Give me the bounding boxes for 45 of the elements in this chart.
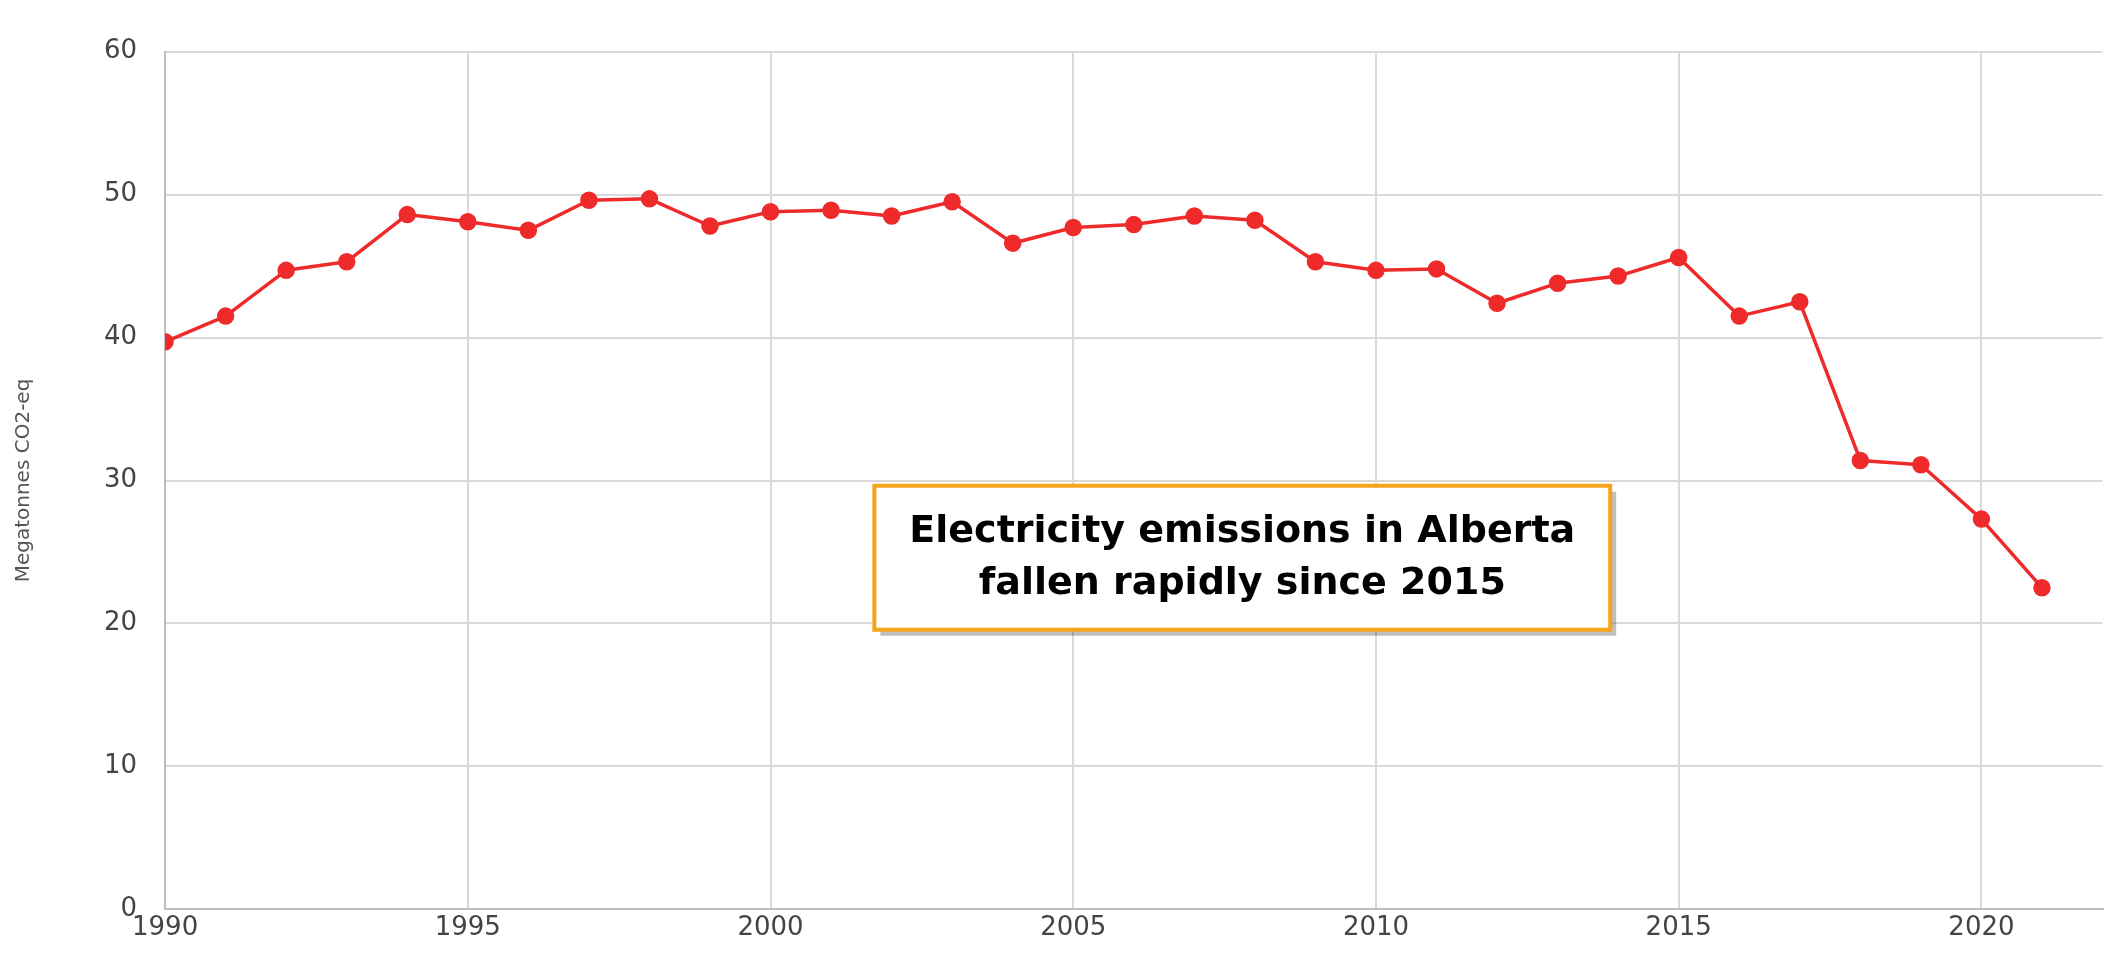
y-tick-label: 40 xyxy=(103,320,138,351)
x-tick-label: 2020 xyxy=(1948,910,2015,941)
point xyxy=(216,307,235,325)
y-tick-label: 30 xyxy=(103,463,138,494)
point xyxy=(1367,261,1385,280)
x-tick-label: 2000 xyxy=(737,910,804,941)
y-tick-label: 10 xyxy=(103,749,138,780)
point xyxy=(822,201,840,220)
point xyxy=(1669,248,1688,267)
point xyxy=(1185,207,1204,225)
y-tick-label: 20 xyxy=(103,606,138,637)
point xyxy=(701,217,719,235)
y-tick-label: 60 xyxy=(103,34,138,65)
point xyxy=(1488,294,1506,312)
point xyxy=(1003,234,1022,252)
point xyxy=(2033,578,2051,597)
x-tick-label: 2015 xyxy=(1645,910,1712,941)
point xyxy=(398,205,417,224)
x-tick-label: 2010 xyxy=(1342,910,1410,941)
point xyxy=(519,221,538,240)
y-tick-label: 50 xyxy=(103,177,138,208)
point xyxy=(1972,510,1991,528)
point xyxy=(1609,267,1627,285)
x-tick-label: 2005 xyxy=(1040,910,1107,941)
point xyxy=(1306,253,1325,271)
point xyxy=(943,192,961,211)
point xyxy=(277,261,295,280)
point xyxy=(882,207,901,225)
point xyxy=(1912,456,1930,474)
point xyxy=(761,202,780,221)
y-axis-title: Megatonnes CO2-eq xyxy=(10,378,35,583)
annotation: Electricity emissions in Alberta fallen rapidly since 2015 xyxy=(909,506,1576,603)
point xyxy=(1730,307,1748,325)
point xyxy=(1246,211,1264,230)
point xyxy=(1427,260,1446,278)
point xyxy=(1548,274,1567,292)
point xyxy=(459,212,477,231)
point xyxy=(1851,451,1870,470)
point xyxy=(1791,293,1809,311)
point xyxy=(1064,218,1082,237)
point xyxy=(580,191,598,210)
x-tick-label: 1995 xyxy=(434,910,501,941)
point xyxy=(1125,215,1143,234)
point xyxy=(337,253,356,271)
point xyxy=(640,190,659,208)
